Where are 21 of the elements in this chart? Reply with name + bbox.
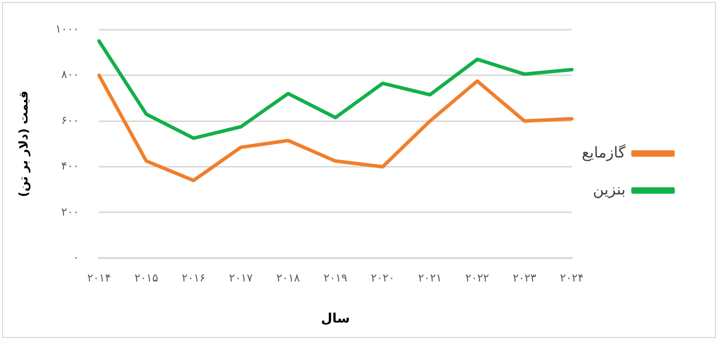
x-tick-label: ۲۰۱۴ [87, 272, 111, 285]
x-tick-label: ۲۰۲۱ [418, 272, 442, 285]
y-tick-label: ۲۰۰ [61, 205, 80, 218]
x-tick-label: ۲۰۲۴ [560, 272, 584, 285]
y-tick-label: ۱۰۰۰ [55, 22, 80, 36]
y-tick-label: ۶۰۰ [61, 114, 80, 127]
legend-label: بنزین [592, 180, 626, 198]
y-tick-label: ۰ [73, 251, 80, 264]
x-tick-label: ۲۰۱۵ [134, 272, 158, 285]
x-tick-label: ۲۰۱۶ [182, 272, 206, 285]
x-tick-label: ۲۰۱۷ [229, 272, 253, 285]
x-tick-label: ۲۰۱۹ [324, 272, 348, 285]
x-axis-title: سال [320, 312, 350, 327]
y-tick-label: ۴۰۰ [61, 160, 80, 173]
x-tick-label: ۲۰۲۲ [465, 272, 490, 285]
x-tick-label: ۲۰۲۰ [370, 272, 394, 285]
legend-label: گازمایع [582, 143, 626, 162]
x-tick-label: ۲۰۱۸ [276, 272, 300, 285]
y-tick-label: ۸۰۰ [61, 68, 80, 82]
y-axis-title: قیمت (دلار بر تن) [16, 90, 30, 198]
x-tick-label: ۲۰۲۳ [512, 272, 536, 285]
